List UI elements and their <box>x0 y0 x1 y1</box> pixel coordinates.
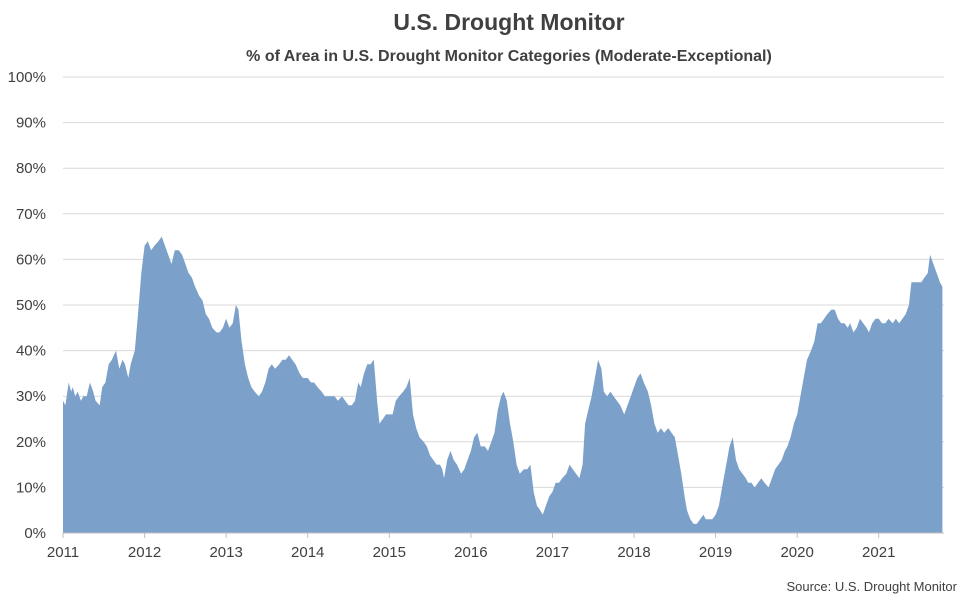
x-tick-label: 2021 <box>862 544 895 561</box>
x-tick-label: 2011 <box>47 544 79 561</box>
y-axis-ticks: 0% 10% 20% 30% 40% 50% 60% 70% 80% 90% 100% <box>8 69 46 542</box>
y-tick-label: 70% <box>16 206 46 223</box>
x-axis-ticks: 2011 2012 2013 2014 2015 2016 2017 2018 2019 2020… <box>47 533 895 561</box>
y-tick-label: 10% <box>16 479 46 496</box>
y-tick-label: 100% <box>8 69 46 86</box>
source-note: Source: U.S. Drought Monitor <box>786 579 957 594</box>
x-tick-label: 2019 <box>699 544 732 561</box>
y-tick-label: 30% <box>16 388 46 405</box>
x-tick-label: 2016 <box>454 544 487 561</box>
x-tick-label: 2013 <box>209 544 242 561</box>
x-tick-label: 2017 <box>536 544 569 561</box>
chart-title: U.S. Drought Monitor <box>393 9 624 35</box>
x-tick-label: 2020 <box>780 544 813 561</box>
y-tick-label: 90% <box>16 115 46 132</box>
drought-area-fill <box>63 236 943 533</box>
y-tick-label: 50% <box>16 297 46 314</box>
y-tick-label: 20% <box>16 434 46 451</box>
y-tick-label: 80% <box>16 160 46 177</box>
x-tick-label: 2018 <box>617 544 650 561</box>
x-tick-label: 2015 <box>373 544 406 561</box>
y-tick-label: 0% <box>24 525 46 542</box>
x-tick-label: 2012 <box>128 544 161 561</box>
chart-subtitle: % of Area in U.S. Drought Monitor Catego… <box>246 48 772 65</box>
drought-area-series <box>63 236 943 533</box>
y-tick-label: 60% <box>16 251 46 268</box>
y-tick-label: 40% <box>16 343 46 360</box>
x-tick-label: 2014 <box>291 544 324 561</box>
